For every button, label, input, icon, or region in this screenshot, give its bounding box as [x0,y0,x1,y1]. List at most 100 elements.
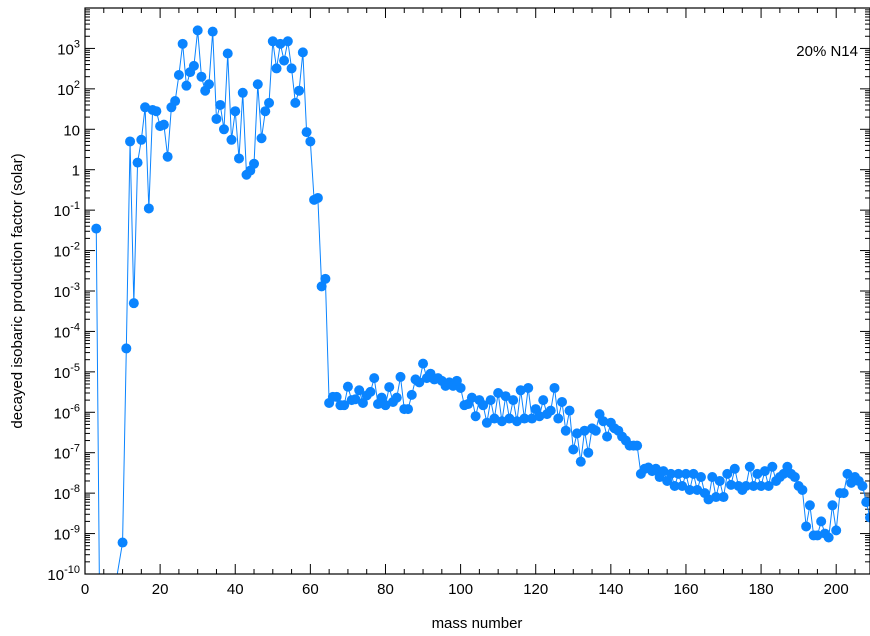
data-point [252,79,263,90]
data-point [170,96,181,107]
x-tick-label: 20 [152,581,169,598]
data-point [515,385,526,396]
data-point [282,36,293,47]
y-tick-label: 103 [57,38,80,58]
data-point [279,55,290,66]
data-point [162,151,173,162]
data-point [380,400,391,411]
data-point [188,60,199,71]
data-point [267,36,278,47]
x-axis-ticks [84,8,856,574]
data-point [842,468,853,479]
y-tick-label: 102 [57,79,80,99]
data-point [286,63,297,74]
data-point [234,153,244,164]
data-point [767,461,778,472]
data-point [222,48,233,59]
data-point [722,468,733,479]
data-point [125,136,136,147]
y-tick-label: 10-7 [54,443,80,463]
data-point [406,389,417,400]
data-point [801,521,812,532]
data-point [504,413,515,424]
data-point [711,492,721,503]
data-point [508,395,519,406]
data-point [511,416,522,427]
data-point [865,512,870,523]
data-point [414,377,425,388]
data-point [312,192,323,203]
x-tick-label: 0 [81,581,89,598]
data-point [496,416,507,427]
data-point [680,468,691,479]
data-point [140,102,151,113]
y-tick-label: 10-4 [54,321,80,341]
y-tick-label: 10-5 [54,362,80,382]
data-point [203,79,214,90]
data-point [564,405,575,416]
plot-frame [84,7,870,575]
data-point [677,481,688,492]
data-point [658,466,669,477]
data-point [572,428,583,439]
x-tick-label: 160 [673,581,698,598]
data-point [121,343,132,354]
x-tick-label: 40 [227,581,244,598]
data-point [804,500,815,511]
data-point [831,525,842,536]
data-point [226,134,237,145]
data-point [500,391,511,402]
y-tick-label: 1 [72,163,80,180]
data-point [478,400,489,411]
data-point [748,481,759,492]
data-point [256,133,267,144]
data-point [196,71,207,82]
y-tick-label: 10 [63,122,80,139]
data-point [301,127,312,138]
data-point [538,395,549,406]
data-point [752,468,763,479]
y-tick-label: 10-10 [47,564,80,584]
y-axis-tick-labels: 10-10 10-9 10-8 10-7 10-6 10-5 10-4 10-3 10-2 10-… [47,38,80,584]
data-point [249,158,260,169]
data-point [823,532,834,543]
data-point [838,488,849,499]
data-point [350,394,361,405]
data-point [91,223,102,234]
data-point [354,385,365,396]
x-tick-label: 60 [302,581,319,598]
data-point [218,124,229,135]
data-point [297,47,308,58]
data-point [158,119,169,130]
x-tick-label: 180 [749,581,774,598]
data-point [230,106,241,117]
data-point [718,492,729,503]
data-point [481,417,492,428]
data-point [575,456,586,467]
data-point [485,395,496,406]
data-point [579,425,590,436]
y-tick-label: 10-1 [54,200,80,220]
data-point [132,157,143,168]
data-point [316,281,327,292]
data-point [143,203,154,214]
data-point [729,463,740,474]
annotation-label: 20% N14 [796,43,858,60]
data-point [812,530,823,541]
data-point [553,413,564,424]
data-point [290,97,301,108]
x-tick-label: 100 [448,581,473,598]
data-point [339,400,350,411]
data-point [489,413,500,424]
data-point [598,416,609,427]
data-point [357,397,368,408]
data-point [602,431,613,442]
data-point [136,134,147,145]
data-point [384,382,395,393]
x-axis-tick-labels: 0 20 40 60 80 100 120 140 160 180 200 [81,581,849,598]
data-point [650,463,661,474]
data-point [305,136,316,147]
data-point [260,106,271,117]
x-tick-label: 200 [824,581,849,598]
data-point [789,472,800,483]
